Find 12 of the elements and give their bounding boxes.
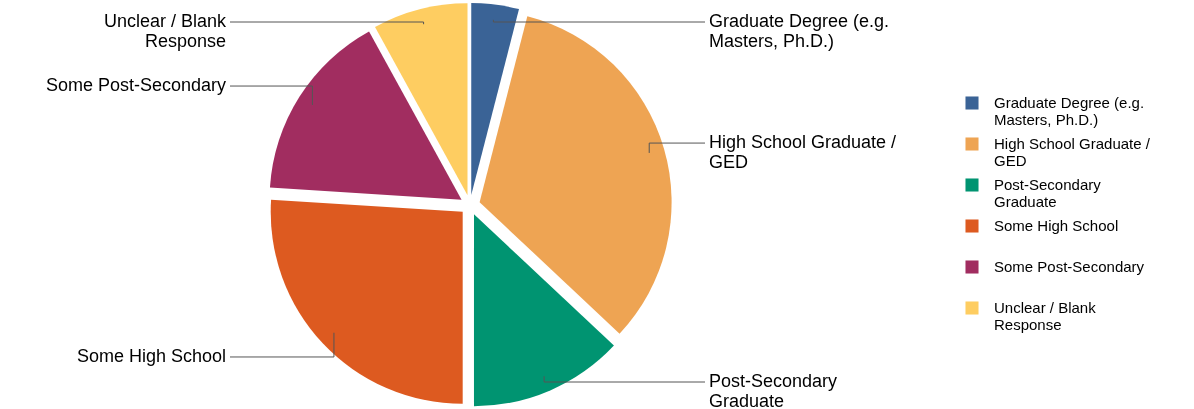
slice-label: Post-Secondary Graduate (709, 371, 838, 409)
legend-label: Graduate Degree (e.g. Masters, Ph.D.) (994, 94, 1145, 128)
legend-label: Some High School (994, 217, 1119, 234)
slice-label: High School Graduate / GED (709, 132, 897, 173)
legend-label: Post-Secondary Graduate (994, 176, 1102, 210)
legend-label: High School Graduate / GED (994, 135, 1151, 169)
legend-label: Unclear / Blank Response (994, 299, 1097, 333)
slice-label: Unclear / Blank Response (103, 11, 227, 51)
slice-label: Some High School (76, 345, 226, 366)
slice-label: Graduate Degree (e.g. Masters, Ph.D.) (709, 11, 890, 51)
slice-label: Some Post-Secondary (45, 75, 226, 96)
legend-label: Some Post-Secondary (994, 258, 1145, 275)
